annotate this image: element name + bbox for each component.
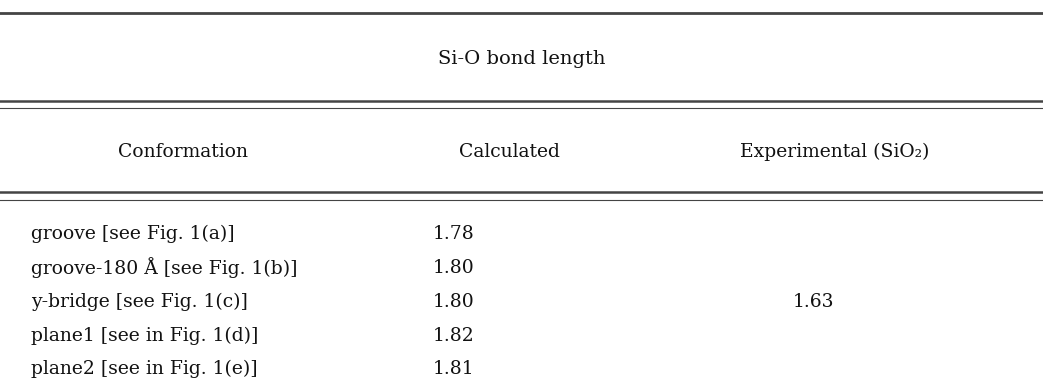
Text: 1.63: 1.63 xyxy=(793,293,834,311)
Text: 1.80: 1.80 xyxy=(433,259,475,277)
Text: Calculated: Calculated xyxy=(459,143,559,161)
Text: groove-180 Å [see Fig. 1(b)]: groove-180 Å [see Fig. 1(b)] xyxy=(31,257,298,279)
Text: Conformation: Conformation xyxy=(118,143,247,161)
Text: plane2 [see in Fig. 1(e)]: plane2 [see in Fig. 1(e)] xyxy=(31,359,258,378)
Text: Experimental (SiO₂): Experimental (SiO₂) xyxy=(739,143,929,161)
Text: Si-O bond length: Si-O bond length xyxy=(438,50,605,68)
Text: plane1 [see in Fig. 1(d)]: plane1 [see in Fig. 1(d)] xyxy=(31,327,259,345)
Text: 1.82: 1.82 xyxy=(433,327,475,345)
Text: 1.78: 1.78 xyxy=(433,225,475,243)
Text: 1.81: 1.81 xyxy=(433,359,475,378)
Text: 1.80: 1.80 xyxy=(433,293,475,311)
Text: y-bridge [see Fig. 1(c)]: y-bridge [see Fig. 1(c)] xyxy=(31,293,248,311)
Text: groove [see Fig. 1(a)]: groove [see Fig. 1(a)] xyxy=(31,225,235,243)
